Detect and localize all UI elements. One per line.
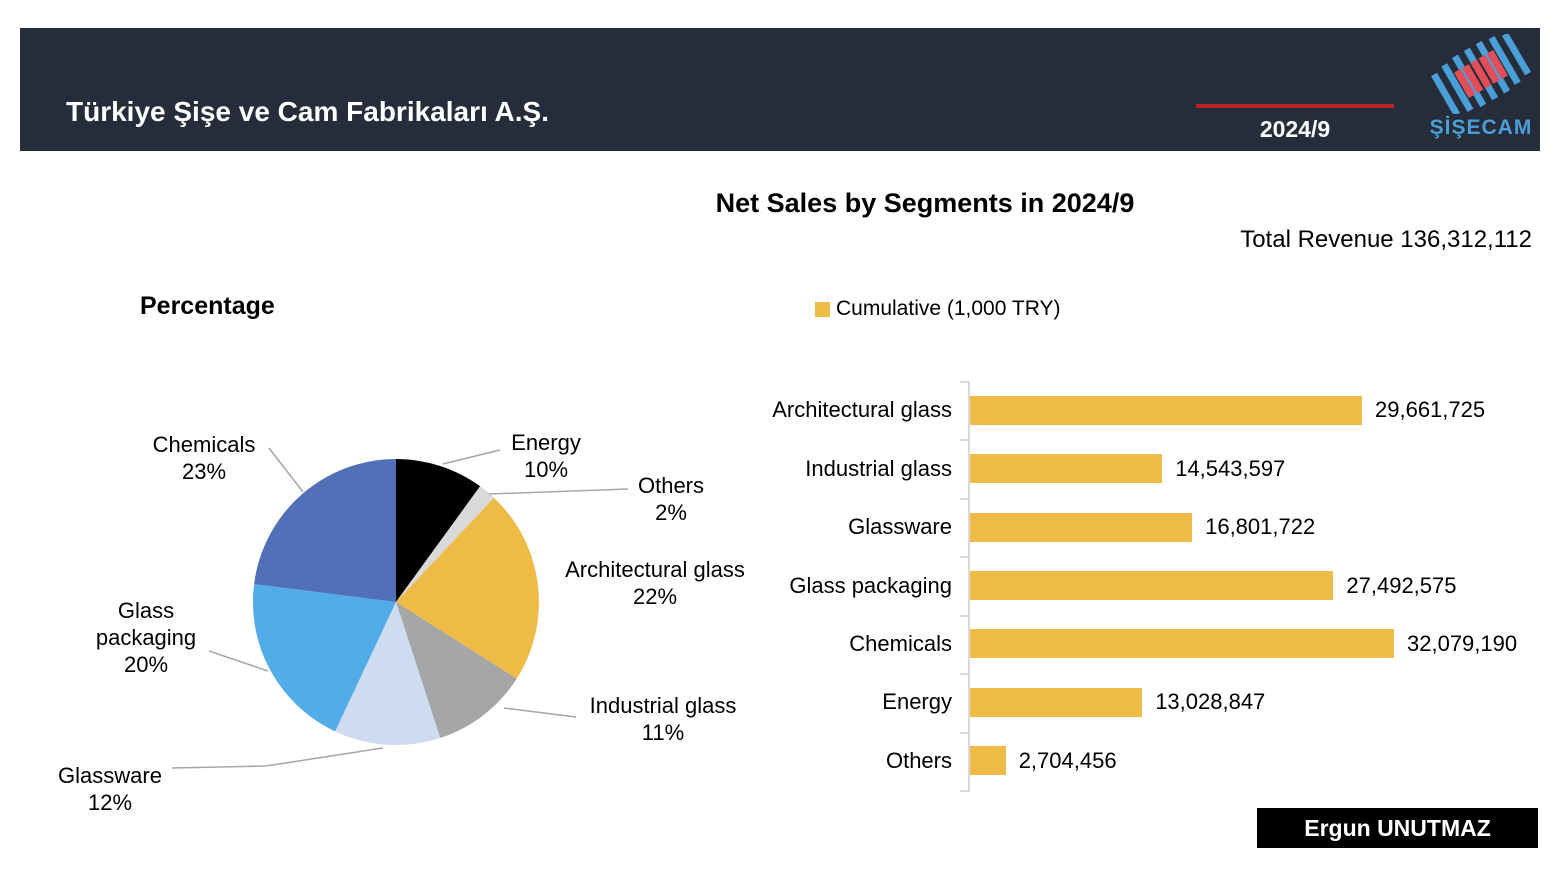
header-bar: Türkiye Şişe ve Cam Fabrikaları A.Ş. 202… (20, 28, 1540, 151)
bar-value-label-industrial-glass: 14,543,597 (1175, 455, 1286, 481)
bar-chemicals (970, 629, 1394, 659)
bar-category-label-energy: Energy (882, 689, 952, 715)
bar-category-label-others: Others (885, 747, 952, 773)
bar-category-label-industrial-glass: Industrial glass (805, 455, 952, 481)
pie-label-glassware: Glassware 12% (58, 763, 162, 815)
pie-leader-line-glass-packaging (208, 650, 269, 672)
bar-category-label-glass-packaging: Glass packaging (789, 572, 952, 598)
bar-category-label-chemicals: Chemicals (849, 630, 952, 656)
pie-label-glass-packaging: Glass packaging 20% (95, 598, 197, 677)
axis-tick (960, 673, 970, 676)
axis-tick (960, 556, 970, 559)
bar-category-label-glassware: Glassware (848, 514, 952, 540)
bar-value-label-glass-packaging: 27,492,575 (1346, 572, 1457, 598)
header-red-rule (1196, 104, 1394, 108)
total-revenue: Total Revenue 136,312,112 (1240, 226, 1532, 253)
report-period: 2024/9 (1259, 116, 1331, 142)
pie-slice-energy (396, 458, 481, 602)
bar-value-label-chemicals: 32,079,190 (1407, 630, 1518, 656)
sisecam-logo-stripes (1431, 32, 1531, 117)
bar-value-label-architectural-glass: 29,661,725 (1375, 397, 1486, 423)
axis-tick (960, 731, 970, 734)
pie-chart-title: Percentage (140, 292, 275, 320)
pie-label-architectural-glass: Architectural glass 22% (565, 557, 745, 609)
sisecam-wordmark: ŞİŞECAM (1429, 116, 1533, 139)
pie-slice-others (396, 486, 494, 602)
bar-chart-axis (968, 381, 970, 790)
bar-industrial-glass (970, 454, 1163, 484)
pie-label-others: Others 2% (637, 473, 705, 525)
bar-glassware (970, 512, 1193, 542)
bar-value-label-glassware: 16,801,722 (1205, 514, 1316, 540)
bar-architectural-glass (970, 395, 1362, 425)
pie-leader-line-others (488, 488, 629, 495)
bar-glass-packaging (970, 571, 1334, 600)
pie-leader-line-glassware (171, 747, 384, 769)
bar-value-label-others: 2,704,456 (1018, 747, 1117, 773)
axis-tick (960, 614, 970, 617)
bar-chart-legend: Cumulative (1,000 TRY) (815, 297, 1061, 321)
pie-label-energy: Energy 10% (511, 430, 581, 482)
pie-label-industrial-glass: Industrial glass 11% (589, 693, 737, 745)
pie-slice-industrial-glass (396, 602, 517, 738)
bar-value-label-energy: 13,028,847 (1155, 689, 1266, 715)
author-name: Ergun UNUTMAZ (1304, 814, 1491, 841)
legend-label: Cumulative (1,000 TRY) (836, 297, 1061, 320)
pie-slice-architectural-glass (396, 497, 539, 679)
pie-label-chemicals: Chemicals 23% (152, 432, 256, 484)
author-badge: Ergun UNUTMAZ (1257, 808, 1538, 848)
sisecam-logo: ŞİŞECAM (1418, 32, 1544, 146)
bar-category-label-architectural-glass: Architectural glass (772, 397, 952, 423)
bar-others (970, 746, 1006, 776)
axis-tick (960, 439, 970, 442)
page-title: Net Sales by Segments in 2024/9 (715, 188, 1135, 218)
company-title: Türkiye Şişe ve Cam Fabrikaları A.Ş. (66, 96, 549, 127)
bar-energy (970, 687, 1143, 717)
pie-slice-glassware (335, 602, 441, 746)
pie-slice-glass-packaging (252, 584, 396, 732)
axis-tick (960, 381, 970, 383)
axis-tick (960, 497, 970, 500)
legend-swatch-icon (815, 301, 830, 317)
axis-tick (960, 790, 970, 792)
